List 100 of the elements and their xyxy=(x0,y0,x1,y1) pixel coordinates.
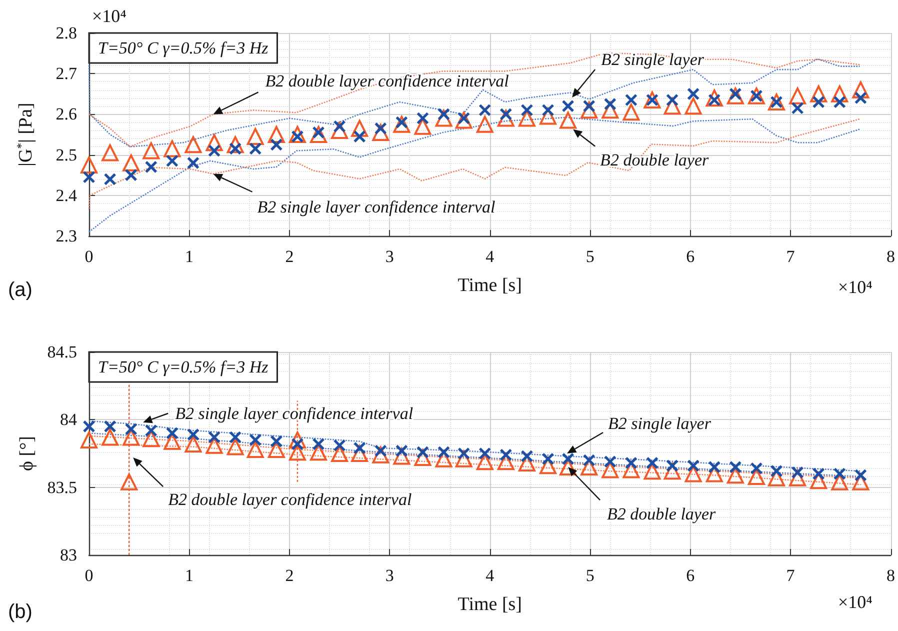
point xyxy=(833,468,846,480)
point xyxy=(687,88,700,100)
y-tick-label: 83.5 xyxy=(47,478,77,497)
point xyxy=(80,156,98,174)
x-tick-label: 7 xyxy=(786,247,796,266)
y-tick-label: 2.8 xyxy=(56,24,77,42)
x-tick-label: 7 xyxy=(786,566,796,585)
x-tick-label: 5 xyxy=(586,566,594,585)
x-tick-label: 8 xyxy=(886,566,895,585)
annotation: B2 single layer xyxy=(601,50,704,70)
x-tick-label: 6 xyxy=(686,247,695,266)
point xyxy=(478,104,492,116)
y-tick-label: 83 xyxy=(60,546,77,564)
point xyxy=(208,144,221,158)
point xyxy=(246,128,264,146)
point xyxy=(82,420,96,433)
point xyxy=(518,454,536,472)
x-tick-label: 8 xyxy=(886,247,895,266)
y-tick-label: 2.7 xyxy=(56,64,78,84)
annotation: B2 double layer confidence interval xyxy=(265,72,510,91)
point xyxy=(102,144,119,162)
point xyxy=(353,130,366,143)
point xyxy=(562,452,574,466)
point xyxy=(144,160,158,174)
point xyxy=(333,439,346,452)
x-tick-label: 4 xyxy=(486,566,495,585)
point xyxy=(166,154,178,168)
point xyxy=(706,465,723,482)
point xyxy=(854,92,867,104)
point xyxy=(435,450,452,468)
point xyxy=(644,462,661,480)
point xyxy=(478,447,492,460)
text: ×10⁴ xyxy=(838,277,872,297)
point xyxy=(310,126,327,143)
point xyxy=(249,142,262,156)
point xyxy=(124,168,138,182)
point xyxy=(249,434,262,446)
x-tick-label: 5 xyxy=(586,247,594,266)
point xyxy=(729,460,742,474)
x-tick-label: 1 xyxy=(184,566,194,585)
annotation: B2 single layer xyxy=(608,414,712,433)
point xyxy=(246,440,264,458)
point xyxy=(810,85,828,102)
point xyxy=(208,430,221,444)
point xyxy=(206,134,223,152)
point xyxy=(226,136,244,154)
y-tick-label: 2.5 xyxy=(56,145,77,164)
point xyxy=(604,455,616,468)
annotation: T=50° C γ=0.5% f=3 Hz xyxy=(98,38,269,58)
point xyxy=(580,458,598,476)
x-tick-label: 3 xyxy=(385,247,394,266)
point xyxy=(768,469,785,486)
point xyxy=(812,96,825,108)
x-axis-title: Time [s] xyxy=(458,594,522,615)
point xyxy=(312,438,325,450)
point xyxy=(664,98,681,115)
point xyxy=(372,124,390,141)
point xyxy=(270,435,283,448)
point xyxy=(476,116,494,133)
point xyxy=(372,446,390,464)
x-tick-label: 1 xyxy=(184,247,194,266)
text: ×10⁴ xyxy=(92,6,126,26)
point xyxy=(331,445,348,462)
point xyxy=(791,102,804,114)
point xyxy=(560,112,577,129)
point xyxy=(622,104,640,121)
point xyxy=(166,426,178,440)
point xyxy=(184,436,202,453)
point xyxy=(102,428,119,446)
point xyxy=(120,473,138,490)
point xyxy=(852,81,870,98)
annotation: B2 double layer confidence interval xyxy=(168,490,412,510)
x-tick-label: 2 xyxy=(285,247,294,266)
point xyxy=(229,430,242,444)
point xyxy=(580,102,598,119)
point xyxy=(540,108,556,125)
point xyxy=(748,468,765,486)
x-tick-label: 6 xyxy=(686,566,695,585)
point xyxy=(288,431,306,448)
point xyxy=(624,94,638,106)
point xyxy=(351,445,368,462)
point xyxy=(186,428,200,441)
point xyxy=(124,422,138,436)
point xyxy=(810,472,828,490)
x-axis-title: Time [s] xyxy=(458,275,522,296)
point xyxy=(184,136,202,154)
point xyxy=(104,420,116,433)
x-tick-label: 3 xyxy=(385,566,394,585)
x-tick-label: 2 xyxy=(285,566,294,585)
point xyxy=(82,170,96,184)
point xyxy=(270,138,283,151)
y-axis-title: ϕ [°] xyxy=(16,436,38,472)
point xyxy=(164,140,181,158)
y-tick-label: 84.5 xyxy=(47,342,77,362)
x-tick-label: 4 xyxy=(486,247,495,266)
point xyxy=(268,126,285,143)
y-axis-title: |G*| [Pa] xyxy=(14,102,36,166)
point xyxy=(288,126,306,143)
point xyxy=(497,110,514,127)
point xyxy=(122,154,140,172)
